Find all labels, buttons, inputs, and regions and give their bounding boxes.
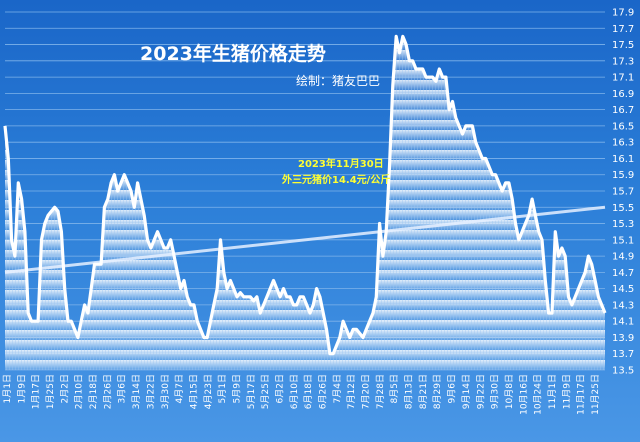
- x-tick-label: 8月5日: [389, 374, 400, 403]
- x-tick-label: 2月18日: [88, 374, 99, 409]
- x-tick-label: 10月16日: [518, 374, 529, 415]
- x-tick-label: 7月12日: [346, 374, 357, 409]
- x-tick-label: 8月13日: [404, 374, 415, 409]
- x-tick-label: 5月9日: [232, 374, 243, 403]
- x-tick-label: 9月6日: [447, 374, 458, 403]
- x-tick-label: 10月8日: [504, 374, 515, 409]
- x-tick-label: 11月17日: [576, 374, 587, 415]
- y-tick-label: 17.7: [612, 24, 634, 35]
- chart-title: 2023年生猪价格走势: [140, 42, 326, 65]
- x-tick-label: 9月22日: [475, 374, 486, 409]
- y-tick-label: 17.3: [612, 56, 634, 67]
- x-tick-label: 7月20日: [361, 374, 372, 409]
- x-tick-label: 9月14日: [461, 374, 472, 409]
- y-tick-label: 15.1: [612, 235, 634, 246]
- x-tick-label: 6月2日: [275, 374, 286, 403]
- x-tick-label: 1月17日: [31, 374, 42, 409]
- y-tick-label: 17.5: [612, 40, 634, 51]
- x-tick-label: 6月26日: [318, 374, 329, 409]
- y-tick-label: 16.3: [612, 138, 634, 149]
- x-tick-label: 3月6日: [117, 374, 128, 403]
- x-tick-label: 11月9日: [561, 374, 572, 409]
- y-tick-label: 13.5: [612, 366, 634, 377]
- x-tick-label: 10月24日: [533, 374, 544, 415]
- x-tick-label: 3月22日: [145, 374, 156, 409]
- y-tick-label: 13.9: [612, 333, 634, 344]
- y-tick-label: 16.9: [612, 89, 634, 100]
- x-tick-label: 5月25日: [260, 374, 271, 409]
- y-tick-label: 17.9: [612, 8, 634, 19]
- x-tick-label: 5月1日: [217, 374, 228, 403]
- x-tick-label: 6月18日: [303, 374, 314, 409]
- x-tick-label: 9月30日: [490, 374, 501, 409]
- y-tick-label: 14.1: [612, 317, 634, 328]
- y-tick-label: 14.3: [612, 300, 634, 311]
- trend-line: [4, 205, 606, 274]
- x-tick-label: 1月1日: [2, 374, 13, 403]
- y-tick-label: 14.9: [612, 252, 634, 263]
- y-tick-label: 16.7: [612, 105, 634, 116]
- y-tick-label: 15.7: [612, 187, 634, 198]
- y-tick-label: 14.7: [612, 268, 634, 279]
- x-tick-label: 1月25日: [45, 374, 56, 409]
- x-tick-label: 4月7日: [174, 374, 185, 403]
- x-tick-label: 4月23日: [203, 374, 214, 409]
- x-tick-label: 11月25日: [590, 374, 601, 415]
- annotation-date: 2023年11月30日: [298, 157, 384, 170]
- annotation-price: 外三元猪价14.4元/公斤: [281, 173, 390, 186]
- x-tick-label: 7月28日: [375, 374, 386, 409]
- x-tick-label: 11月1日: [547, 374, 558, 409]
- x-tick-label: 3月14日: [131, 374, 142, 409]
- chart-subtitle: 绘制：猪友巴巴: [296, 73, 380, 88]
- x-tick-label: 4月15日: [188, 374, 199, 409]
- y-tick-label: 17.1: [612, 73, 634, 84]
- x-tick-label: 1月9日: [16, 374, 27, 403]
- x-tick-label: 8月21日: [418, 374, 429, 409]
- x-tick-label: 5月17日: [246, 374, 257, 409]
- y-tick-label: 16.1: [612, 154, 634, 165]
- y-tick-label: 13.7: [612, 349, 634, 360]
- price-line: [3, 34, 607, 356]
- y-tick-label: 15.3: [612, 219, 634, 230]
- x-tick-label: 2月2日: [59, 374, 70, 403]
- y-tick-label: 15.5: [612, 203, 634, 214]
- x-tick-label: 3月30日: [160, 374, 171, 409]
- y-tick-label: 14.5: [612, 284, 634, 295]
- x-tick-label: 2月10日: [74, 374, 85, 409]
- x-tick-label: 7月4日: [332, 374, 343, 403]
- y-tick-label: 16.5: [612, 121, 634, 132]
- x-tick-label: 2月26日: [102, 374, 113, 409]
- x-tick-label: 8月29日: [432, 374, 443, 409]
- x-tick-label: 6月10日: [289, 374, 300, 409]
- y-tick-label: 15.9: [612, 170, 634, 181]
